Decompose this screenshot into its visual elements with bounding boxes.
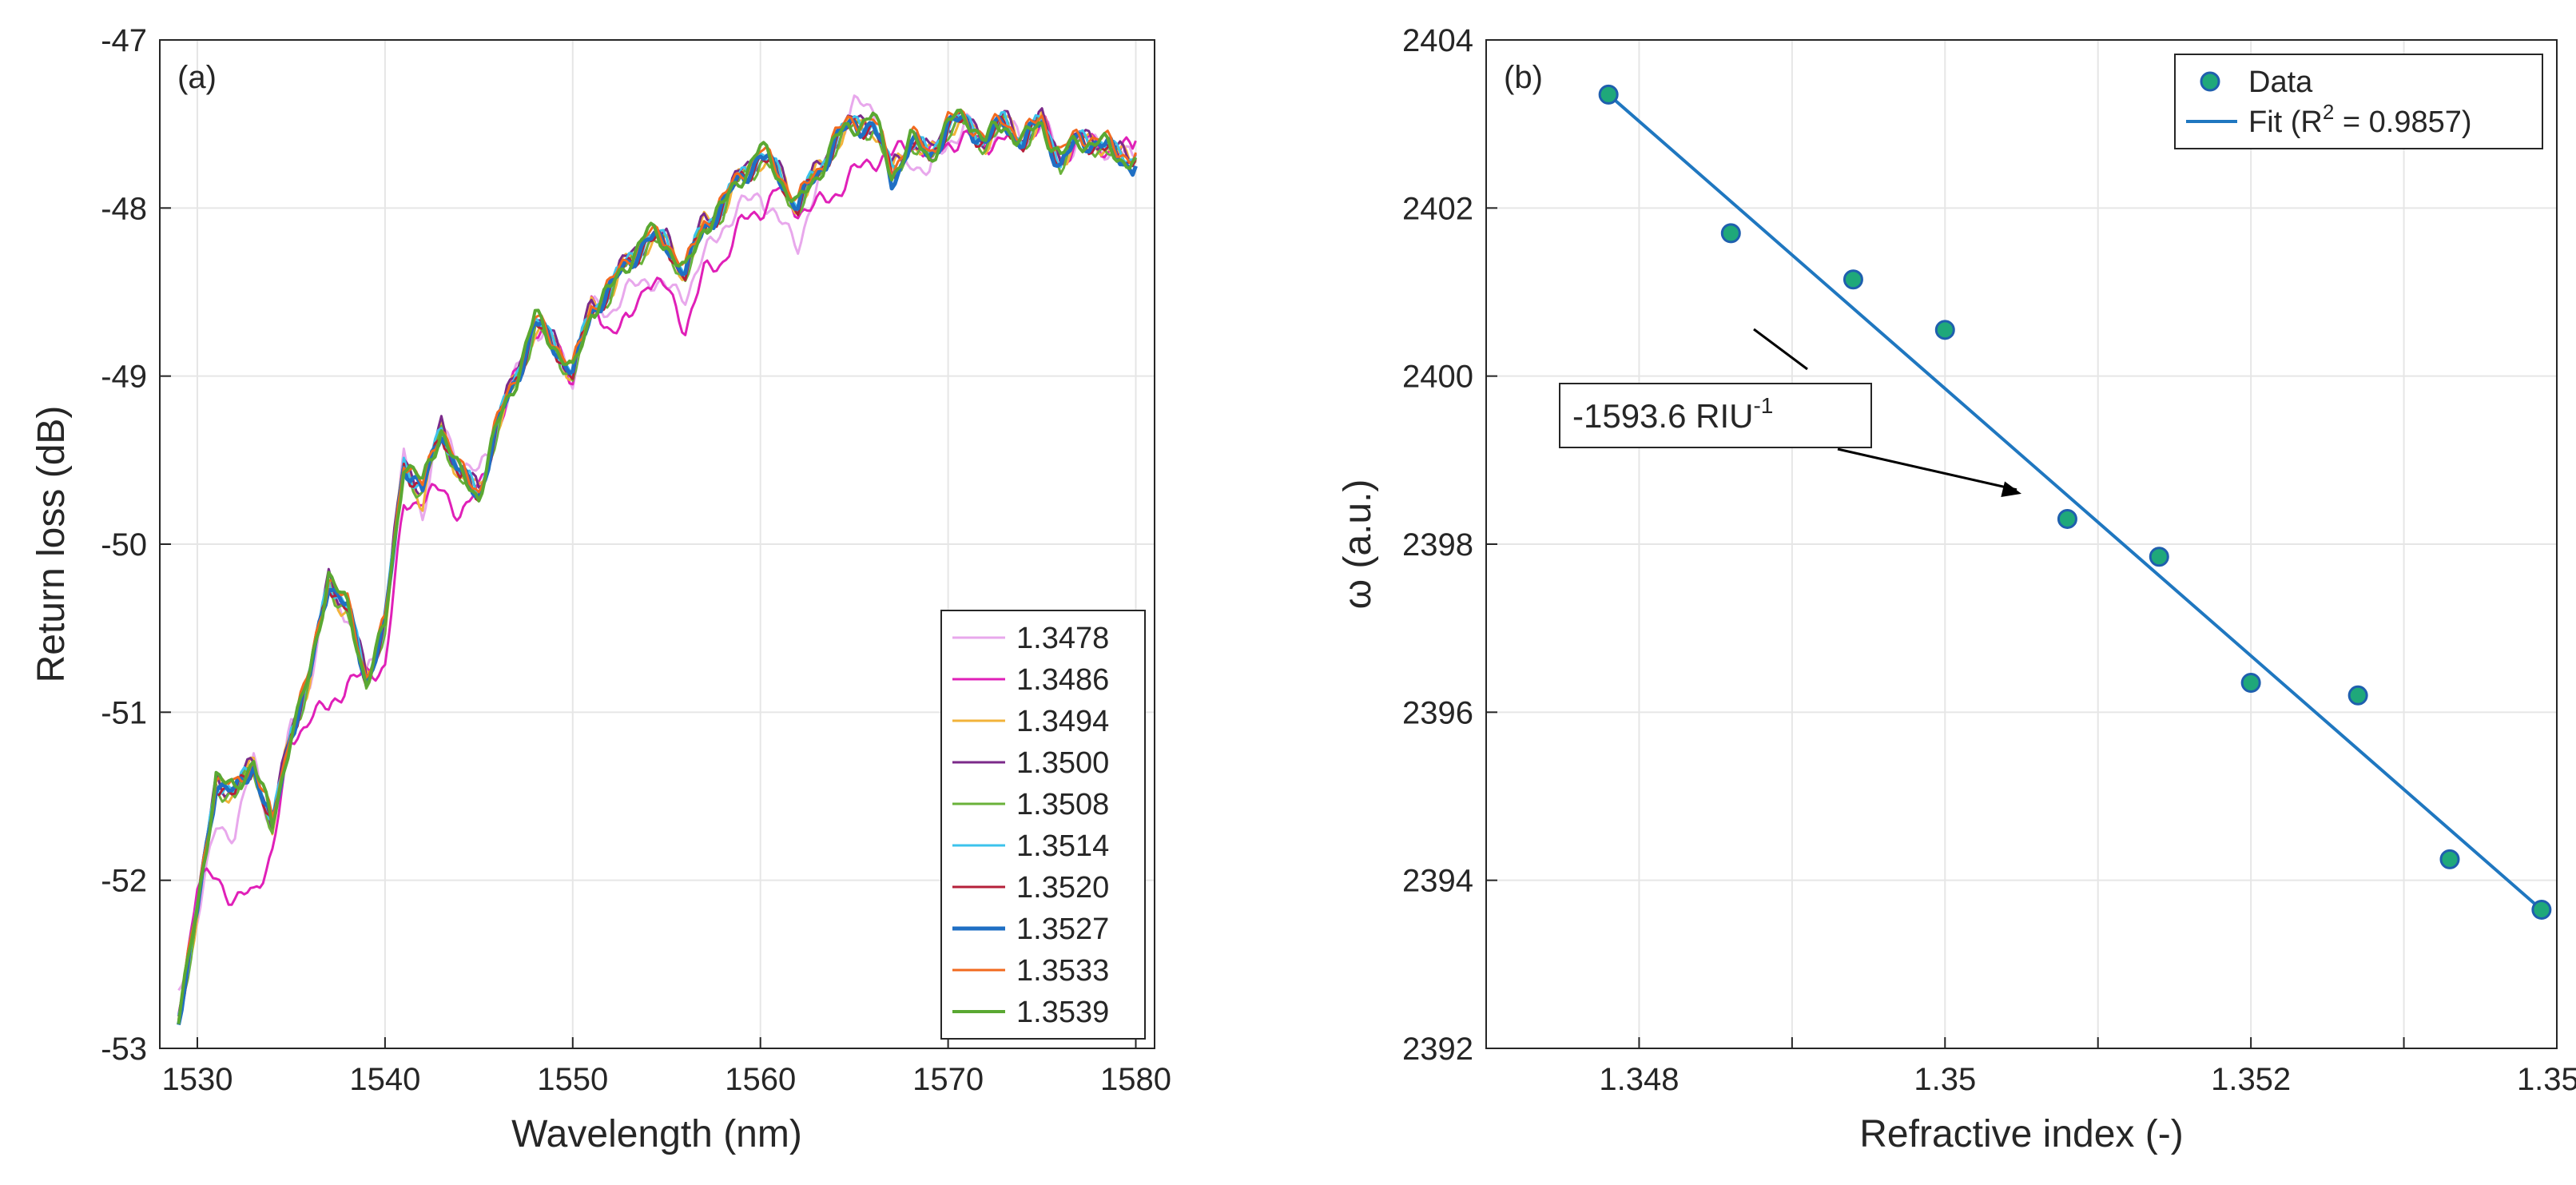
annotation-leader-line [1753,328,1808,371]
panel-a-x-tick-label: 1530 [161,1062,233,1097]
legend-data-label: Data [2248,66,2313,99]
legend-label-1.3533: 1.3533 [1016,954,1109,988]
panel-a-series-lines [177,94,1138,1026]
annotation-arrowhead [2001,481,2021,497]
panel-b-x-tick-label: 1.348 [1599,1062,1679,1097]
panel-b-x-tick-label: 1.352 [2211,1062,2291,1097]
legend-label-1.3500: 1.3500 [1016,746,1109,780]
legend-label-1.3514: 1.3514 [1016,829,1109,863]
annotation-box [1559,383,1872,448]
panel-a-x-axis-label: Wavelength (nm) [511,1113,802,1155]
panel-b-slope-annotation: -1593.6 RIU-1 [1559,328,2021,497]
legend-label-1.3478: 1.3478 [1016,622,1109,655]
panel-a-grid [160,39,1155,1049]
panel-b-data-points [1598,84,2552,920]
panel-b-y-tick-label: 2398 [1402,527,1473,563]
data-point [1934,320,1955,340]
data-point [1598,84,1619,105]
data-point [1720,223,1741,244]
panel-b-y-tick-label: 2394 [1402,864,1473,899]
panel-b-fit-line [1607,93,2543,911]
panel-a-y-tick-label: -48 [101,191,147,226]
legend-label-1.3527: 1.3527 [1016,913,1109,946]
legend-label-1.3508: 1.3508 [1016,788,1109,821]
panel-a-return-loss-chart: 1530 1540 1550 1560 1570 1580 -53 -52 -51 -50 -49 -… [30,23,1171,1155]
panel-b-y-axis-label: ω (a.u.) [1337,479,1379,610]
data-point [2439,849,2460,869]
panel-a-legend-box [940,610,1146,1040]
data-point [2531,899,2552,920]
legend-data-marker [2200,71,2220,92]
panel-b-ticks: 1.348 1.35 1.352 1.354 2392 2394 2396 2398 2400 2… [1402,23,2576,1097]
annotation-arrow-line [1837,447,2017,491]
fit-line [1607,93,2543,911]
panel-a-ticks: 1530 1540 1550 1560 1570 1580 -53 -52 -51 -50 -49 -… [101,23,1171,1097]
panel-b-y-tick-label: 2392 [1402,1032,1473,1067]
panel-b-y-tick-label: 2402 [1402,191,1473,226]
panel-a-x-tick-label: 1540 [349,1062,420,1097]
panel-a-legend: 1.3478 1.3486 1.3494 1.3500 1.3508 1.3514 1.35… [940,610,1146,1040]
panel-a-x-tick-label: 1560 [725,1062,796,1097]
panel-a-y-tick-label: -50 [101,527,147,563]
panel-a-y-tick-label: -51 [101,695,147,730]
data-point [2240,673,2261,694]
legend-label-1.3520: 1.3520 [1016,871,1109,905]
panel-a-x-tick-label: 1570 [912,1062,984,1097]
panel-a-x-tick-label: 1550 [537,1062,608,1097]
panel-a-y-tick-label: -47 [101,23,147,58]
panel-a-label: (a) [177,60,217,95]
data-point [2149,547,2169,567]
legend-fit-label: Fit (R2 = 0.9857) [2248,100,2472,139]
legend-label-1.3494: 1.3494 [1016,705,1109,738]
legend-label-1.3539: 1.3539 [1016,996,1109,1029]
panel-b-y-tick-label: 2404 [1402,23,1473,58]
panel-a-y-tick-label: -53 [101,1032,147,1067]
legend-label-1.3486: 1.3486 [1016,663,1109,697]
data-point [2057,508,2077,529]
panel-b-x-tick-label: 1.354 [2517,1062,2576,1097]
panel-b-legend-box [2174,54,2543,149]
panel-b-omega-chart: 1.348 1.35 1.352 1.354 2392 2394 2396 2398 2400 2… [1337,23,2576,1155]
data-point [2347,685,2368,706]
annotation-text: -1593.6 RIU-1 [1572,393,1773,435]
data-point [1843,269,1863,290]
panel-b-y-tick-label: 2396 [1402,695,1473,730]
panel-b-y-tick-label: 2400 [1402,360,1473,395]
panel-b-label: (b) [1504,60,1543,95]
panel-b-x-axis-label: Refractive index (-) [1859,1113,2183,1155]
panel-a-y-axis-label: Return loss (dB) [30,406,73,683]
series-line-1.3539 [177,108,1138,1024]
panel-b-x-tick-label: 1.35 [1914,1062,1976,1097]
panel-a-y-tick-label: -49 [101,360,147,395]
panel-a-y-tick-label: -52 [101,864,147,899]
panel-a-x-tick-label: 1580 [1100,1062,1171,1097]
